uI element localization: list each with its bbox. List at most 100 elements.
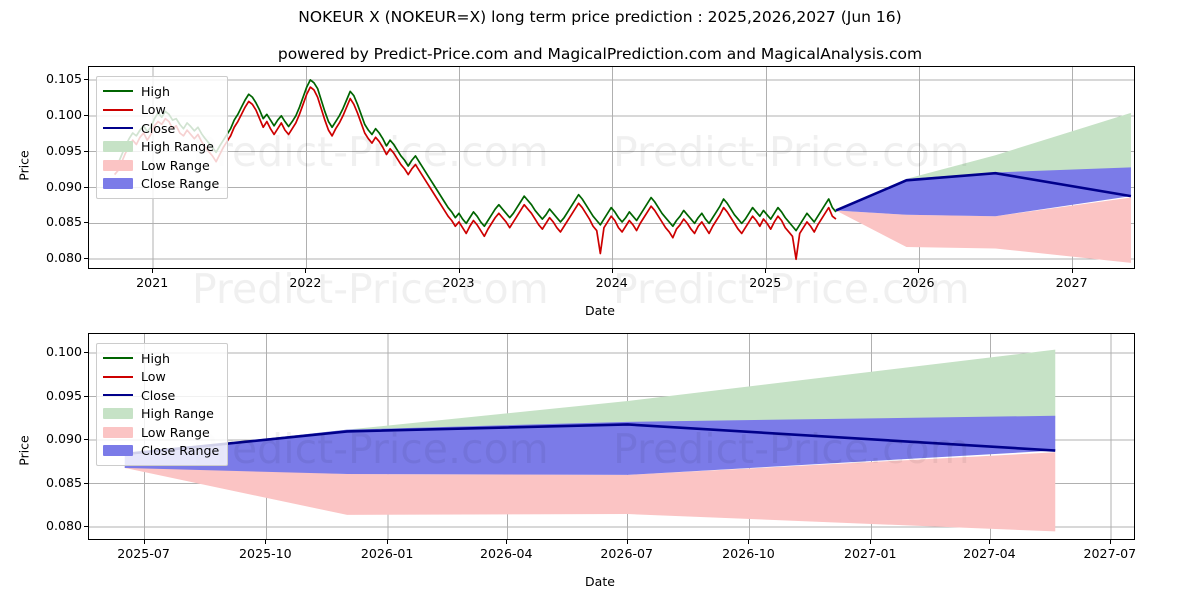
top-x-axis-label: Date bbox=[585, 303, 615, 318]
legend-entry-close[interactable]: Close bbox=[103, 119, 219, 138]
legend-line-swatch bbox=[103, 375, 133, 378]
legend-line-swatch bbox=[103, 357, 133, 360]
top-plot-area bbox=[88, 66, 1135, 269]
legend-line-swatch bbox=[103, 108, 133, 111]
x-tickmark bbox=[748, 540, 750, 544]
legend-line-swatch bbox=[103, 127, 133, 130]
y-tick-label: 0.105 bbox=[45, 70, 82, 86]
y-tick-label: 0.095 bbox=[45, 387, 82, 403]
bottom-plot-area bbox=[88, 333, 1135, 540]
x-tickmark bbox=[989, 540, 991, 544]
y-tickmark bbox=[84, 78, 88, 80]
x-tick-label: 2027-04 bbox=[963, 546, 1016, 561]
x-tickmark bbox=[506, 540, 508, 544]
x-tickmark bbox=[387, 540, 389, 544]
legend-label: Close bbox=[141, 120, 176, 136]
legend-label: Low bbox=[141, 369, 166, 385]
bottom-chart-panel: Price Date Predict-Price.com Predict-Pri… bbox=[0, 320, 1200, 600]
legend-label: Low Range bbox=[141, 424, 210, 440]
legend-label: Low bbox=[141, 102, 166, 118]
x-tick-label: 2023 bbox=[442, 275, 475, 290]
legend-entry-high-range[interactable]: High Range bbox=[103, 138, 219, 157]
x-tick-label: 2026-01 bbox=[360, 546, 414, 561]
x-tickmark bbox=[626, 540, 628, 544]
legend-line-swatch bbox=[103, 394, 133, 397]
y-tickmark bbox=[84, 395, 88, 397]
y-tick-label: 0.095 bbox=[45, 142, 82, 158]
legend-patch-swatch bbox=[103, 141, 133, 153]
y-tickmark bbox=[84, 526, 88, 528]
legend-label: High Range bbox=[141, 406, 214, 422]
y-tick-label: 0.090 bbox=[45, 178, 82, 194]
x-tick-label: 2022 bbox=[289, 275, 322, 290]
y-tick-label: 0.080 bbox=[45, 518, 82, 534]
legend-label: Low Range bbox=[141, 157, 210, 173]
x-tickmark bbox=[1109, 540, 1111, 544]
legend-entry-high-range[interactable]: High Range bbox=[103, 405, 219, 424]
bottom-plot-svg bbox=[89, 334, 1134, 539]
x-tick-label: 2025 bbox=[749, 275, 782, 290]
legend-label: Close Range bbox=[141, 176, 220, 192]
x-tick-label: 2027-07 bbox=[1083, 546, 1137, 561]
bottom-y-axis-label: Price bbox=[16, 435, 32, 466]
x-tickmark bbox=[458, 269, 460, 273]
legend-label: High bbox=[141, 350, 170, 366]
x-tickmark bbox=[152, 269, 154, 273]
x-tickmark bbox=[265, 540, 267, 544]
y-tickmark bbox=[84, 222, 88, 224]
legend-label: High bbox=[141, 83, 170, 99]
legend-entry-close[interactable]: Close bbox=[103, 386, 219, 405]
top-chart-panel: Price Date Predict-Price.com Predict-Pri… bbox=[16, 66, 1135, 318]
legend-entry-low[interactable]: Low bbox=[103, 101, 219, 120]
legend-label: Close bbox=[141, 387, 176, 403]
legend-line-swatch bbox=[103, 90, 133, 93]
legend-label: Close Range bbox=[141, 443, 220, 459]
legend-patch-swatch bbox=[103, 408, 133, 420]
top-legend: High Low Close High Range Low Range Close Ran… bbox=[96, 76, 229, 199]
page-title: NOKEUR X (NOKEUR=X) long term price pred… bbox=[298, 8, 902, 26]
legend-entry-low-range[interactable]: Low Range bbox=[103, 156, 219, 175]
x-tickmark bbox=[1071, 269, 1073, 273]
y-tickmark bbox=[84, 114, 88, 116]
x-tick-label: 2026 bbox=[902, 275, 935, 290]
y-tickmark bbox=[84, 482, 88, 484]
x-tick-label: 2026-10 bbox=[722, 546, 775, 561]
page-subtitle: powered by Predict-Price.com and Magical… bbox=[277, 45, 923, 63]
x-tickmark bbox=[765, 269, 767, 273]
legend-patch-swatch bbox=[103, 426, 133, 438]
x-tick-label: 2027 bbox=[1055, 275, 1088, 290]
top-y-axis-label: Price bbox=[16, 150, 32, 181]
legend-entry-low-range[interactable]: Low Range bbox=[103, 423, 219, 442]
legend-entry-high[interactable]: High bbox=[103, 82, 219, 101]
y-tick-label: 0.090 bbox=[45, 431, 82, 447]
y-tick-label: 0.080 bbox=[45, 250, 82, 266]
y-tick-label: 0.100 bbox=[45, 344, 82, 360]
y-tickmark bbox=[84, 352, 88, 354]
legend-patch-swatch bbox=[103, 445, 133, 457]
legend-patch-swatch bbox=[103, 159, 133, 171]
x-tickmark bbox=[918, 269, 920, 273]
x-tick-label: 2024 bbox=[595, 275, 628, 290]
y-tick-label: 0.085 bbox=[45, 214, 82, 230]
x-tickmark bbox=[611, 269, 613, 273]
x-tick-label: 2025-10 bbox=[239, 546, 292, 561]
y-tickmark bbox=[84, 439, 88, 441]
bottom-legend: High Low Close High Range Low Range Close Ran… bbox=[96, 343, 229, 466]
legend-label: High Range bbox=[141, 139, 214, 155]
x-tickmark bbox=[143, 540, 145, 544]
legend-entry-close-range[interactable]: Close Range bbox=[103, 442, 219, 461]
y-tickmark bbox=[84, 150, 88, 152]
x-tick-label: 2026-07 bbox=[600, 546, 654, 561]
legend-entry-low[interactable]: Low bbox=[103, 368, 219, 387]
legend-patch-swatch bbox=[103, 178, 133, 190]
y-tick-label: 0.100 bbox=[45, 106, 82, 122]
legend-entry-close-range[interactable]: Close Range bbox=[103, 175, 219, 194]
y-tickmark bbox=[84, 258, 88, 260]
top-plot-svg bbox=[89, 67, 1134, 268]
x-tick-label: 2027-01 bbox=[843, 546, 897, 561]
x-tick-label: 2026-04 bbox=[479, 546, 533, 561]
legend-entry-high[interactable]: High bbox=[103, 349, 219, 368]
x-tick-label: 2021 bbox=[136, 275, 169, 290]
y-tickmark bbox=[84, 186, 88, 188]
